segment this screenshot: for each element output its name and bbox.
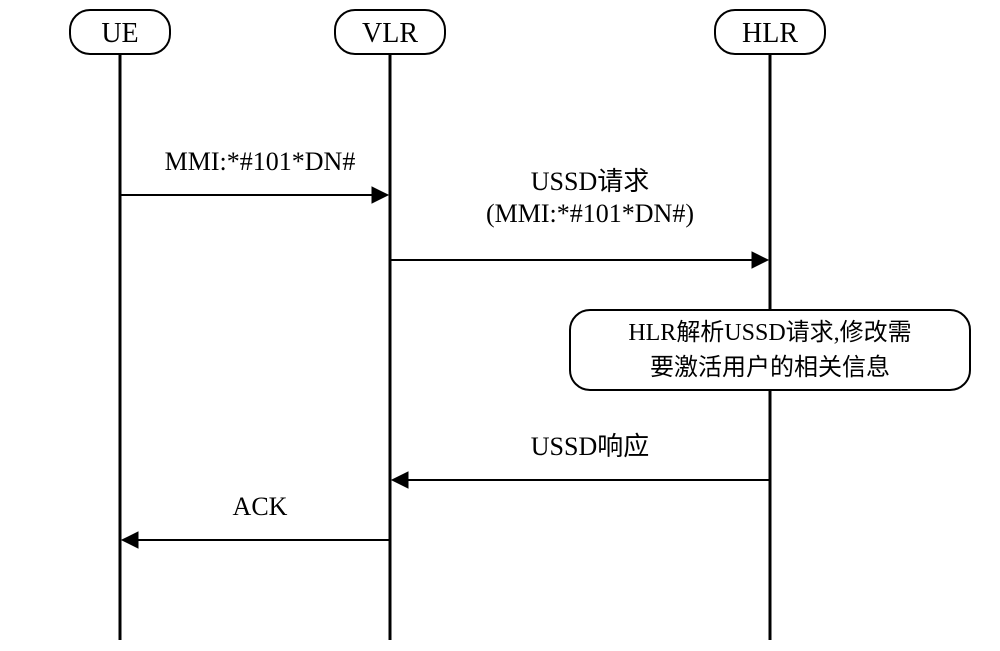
msg-label-mmi: MMI:*#101*DN#: [165, 147, 356, 176]
arrow-head-mmi: [372, 187, 388, 203]
msg-label-ussd-req-0: USSD请求: [531, 167, 649, 196]
arrow-head-ussd-req: [752, 252, 768, 268]
lifeline-label-vlr: VLR: [362, 18, 418, 49]
sequence-diagram: UE VLR HLR MMI:*#101*DN# USSD请求 (MMI:*#101*DN…: [0, 0, 1000, 651]
lifeline-label-hlr: HLR: [742, 18, 798, 49]
msg-label-ussd-req-1: (MMI:*#101*DN#): [486, 199, 694, 228]
note-text-0: HLR解析USSD请求,修改需: [628, 319, 911, 346]
arrow-head-ussd-resp: [392, 472, 408, 488]
note-text-1: 要激活用户的相关信息: [650, 354, 890, 381]
arrow-head-ack: [122, 532, 138, 548]
lifeline-label-ue: UE: [101, 18, 138, 49]
msg-label-ussd-resp: USSD响应: [531, 432, 649, 461]
msg-label-ack: ACK: [233, 492, 288, 521]
